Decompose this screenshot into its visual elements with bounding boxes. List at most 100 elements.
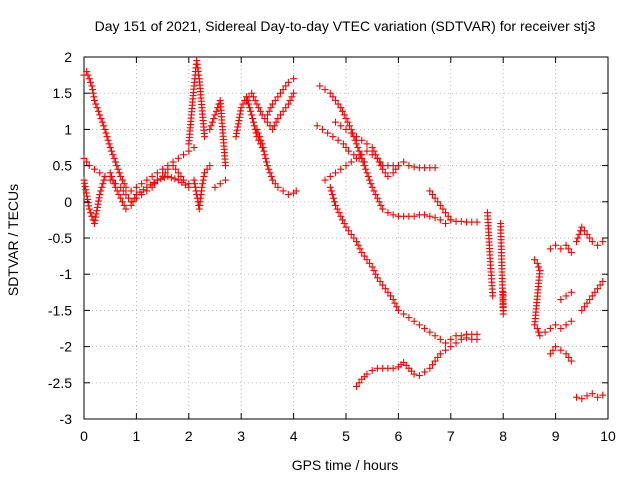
data-point	[352, 382, 360, 390]
data-point	[588, 238, 596, 246]
data-point	[120, 180, 128, 188]
data-point	[288, 93, 296, 101]
data-point	[387, 292, 395, 300]
data-point	[400, 158, 408, 166]
data-point	[334, 136, 342, 144]
data-point	[232, 133, 240, 141]
data-point	[565, 353, 573, 361]
data-point	[389, 296, 397, 304]
data-point	[108, 172, 116, 180]
data-point	[180, 151, 188, 159]
data-point	[415, 372, 423, 380]
data-point	[327, 187, 335, 195]
data-point	[546, 350, 554, 358]
data-point	[373, 154, 381, 162]
data-point	[344, 118, 352, 126]
data-point	[546, 245, 554, 253]
data-point	[426, 328, 434, 336]
data-point	[237, 104, 245, 112]
data-point	[85, 205, 93, 213]
data-point	[97, 187, 105, 195]
grid	[84, 57, 608, 419]
data-point	[426, 364, 434, 372]
data-point	[442, 220, 450, 228]
data-point	[358, 136, 366, 144]
data-point	[92, 100, 100, 108]
data-point	[274, 115, 282, 123]
data-point	[161, 169, 169, 177]
data-point	[81, 183, 89, 191]
data-point	[376, 158, 384, 166]
data-point	[125, 194, 133, 202]
data-point	[345, 227, 353, 235]
data-point	[531, 256, 539, 264]
data-point	[85, 75, 93, 83]
data-point	[447, 343, 455, 351]
y-tick-label: -2.5	[48, 375, 72, 391]
data-point	[235, 117, 243, 125]
data-point	[552, 241, 560, 249]
data-point	[457, 217, 465, 225]
data-point	[129, 198, 137, 206]
x-tick-label: 2	[185, 428, 193, 444]
data-point	[117, 172, 125, 180]
data-point	[355, 147, 363, 155]
data-point	[103, 133, 111, 141]
data-point	[153, 169, 161, 177]
data-point	[379, 281, 387, 289]
data-point	[234, 123, 242, 131]
data-point	[339, 107, 347, 115]
data-point	[282, 104, 290, 112]
data-point	[122, 191, 130, 199]
data-point	[199, 180, 207, 188]
data-point	[102, 129, 110, 137]
data-point	[362, 165, 370, 173]
data-point	[354, 144, 362, 151]
data-point	[410, 370, 418, 378]
data-point	[377, 201, 385, 209]
data-point	[111, 183, 119, 191]
data-point	[334, 100, 342, 108]
data-point	[368, 183, 376, 191]
data-point	[90, 220, 98, 228]
data-point	[110, 180, 118, 188]
data-point	[318, 125, 326, 133]
data-point	[434, 353, 442, 361]
data-point	[174, 169, 182, 177]
data-point	[347, 129, 355, 137]
data-point	[573, 238, 581, 246]
data-point	[208, 118, 216, 126]
data-point	[190, 144, 198, 151]
data-point	[329, 194, 337, 202]
data-point	[164, 165, 172, 173]
x-axis-label: GPS time / hours	[292, 457, 399, 473]
data-point	[263, 162, 271, 170]
data-point	[245, 100, 253, 108]
data-point	[594, 393, 602, 401]
data-point	[85, 202, 93, 210]
data-point	[345, 147, 353, 155]
data-point	[347, 230, 355, 238]
data-point	[535, 263, 543, 271]
x-tick-label: 8	[499, 428, 507, 444]
data-point	[96, 191, 104, 199]
data-point	[260, 147, 268, 155]
data-point	[88, 82, 96, 90]
data-point	[101, 172, 109, 180]
data-point	[370, 187, 378, 195]
data-point	[588, 390, 596, 398]
data-point	[535, 328, 543, 336]
data-point	[428, 361, 436, 369]
data-point	[557, 296, 565, 304]
data-point	[290, 89, 298, 97]
data-point	[93, 203, 101, 211]
data-point	[236, 110, 244, 118]
data-point	[421, 211, 429, 219]
data-point	[389, 211, 397, 219]
data-point	[106, 144, 114, 151]
data-point	[235, 113, 243, 121]
data-point	[329, 133, 337, 141]
y-tick-label: -1	[60, 266, 73, 282]
data-point	[111, 158, 119, 166]
data-point	[91, 216, 99, 224]
